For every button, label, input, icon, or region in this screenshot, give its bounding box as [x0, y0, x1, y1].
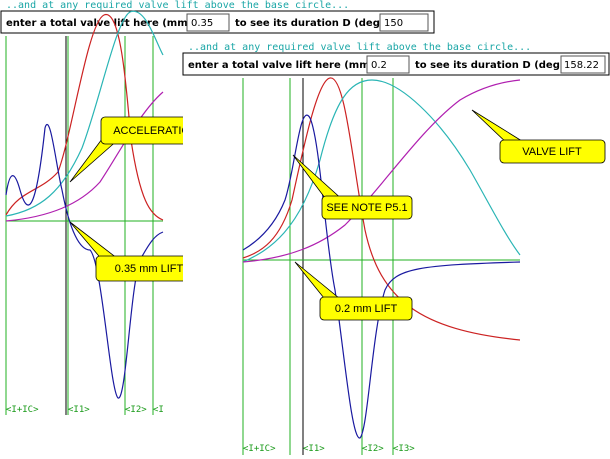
- marker: <I3>: [393, 444, 415, 454]
- curve: [5, 91, 164, 222]
- prompt: enter a total valve lift here (mm): [188, 60, 374, 71]
- suffix: to see its duration D (deg): [415, 60, 564, 71]
- curve: [5, 10, 164, 217]
- callout: [321, 195, 413, 220]
- marker: <I+IC>: [6, 405, 39, 415]
- lift-value[interactable]: 0.2: [371, 60, 387, 71]
- callout: [499, 139, 606, 164]
- marker: <I+IC>: [243, 444, 276, 454]
- panel-background: [183, 38, 610, 459]
- lift-input[interactable]: [366, 55, 410, 74]
- prompt: enter a total valve lift here (mm): [6, 18, 192, 29]
- duration-value: 150: [384, 18, 403, 29]
- marker: <I2>: [362, 444, 384, 454]
- caption: ..and at any required valve lift above t…: [188, 42, 531, 53]
- marker: <I: [153, 405, 164, 415]
- callout-text: 0.2 mm LIFT: [335, 303, 398, 315]
- callout-text: VALVE LIFT: [522, 146, 582, 158]
- marker: <I2>: [125, 405, 147, 415]
- panel-1: ..and at any required valve lift above t…: [0, 0, 435, 415]
- duration-value: 158.22: [564, 60, 599, 71]
- caption: ..and at any required valve lift above t…: [6, 0, 349, 11]
- curve: [242, 79, 521, 263]
- duration-output: [560, 55, 606, 74]
- callout-text: SEE NOTE P5.1: [326, 202, 407, 214]
- duration-output: [379, 13, 429, 32]
- lift-input[interactable]: [186, 13, 230, 32]
- panel-2: ..and at any required valve lift above t…: [182, 38, 610, 459]
- curve: [242, 79, 521, 263]
- lift-value[interactable]: 0.35: [191, 18, 213, 29]
- callout-text: 0.35 mm LIFT: [115, 263, 184, 275]
- callout: [319, 296, 413, 321]
- marker: <I1>: [303, 444, 325, 454]
- curve: [5, 124, 164, 399]
- marker: <I1>: [68, 405, 90, 415]
- suffix: to see its duration D (deg): [235, 18, 384, 29]
- curve: [5, 14, 164, 221]
